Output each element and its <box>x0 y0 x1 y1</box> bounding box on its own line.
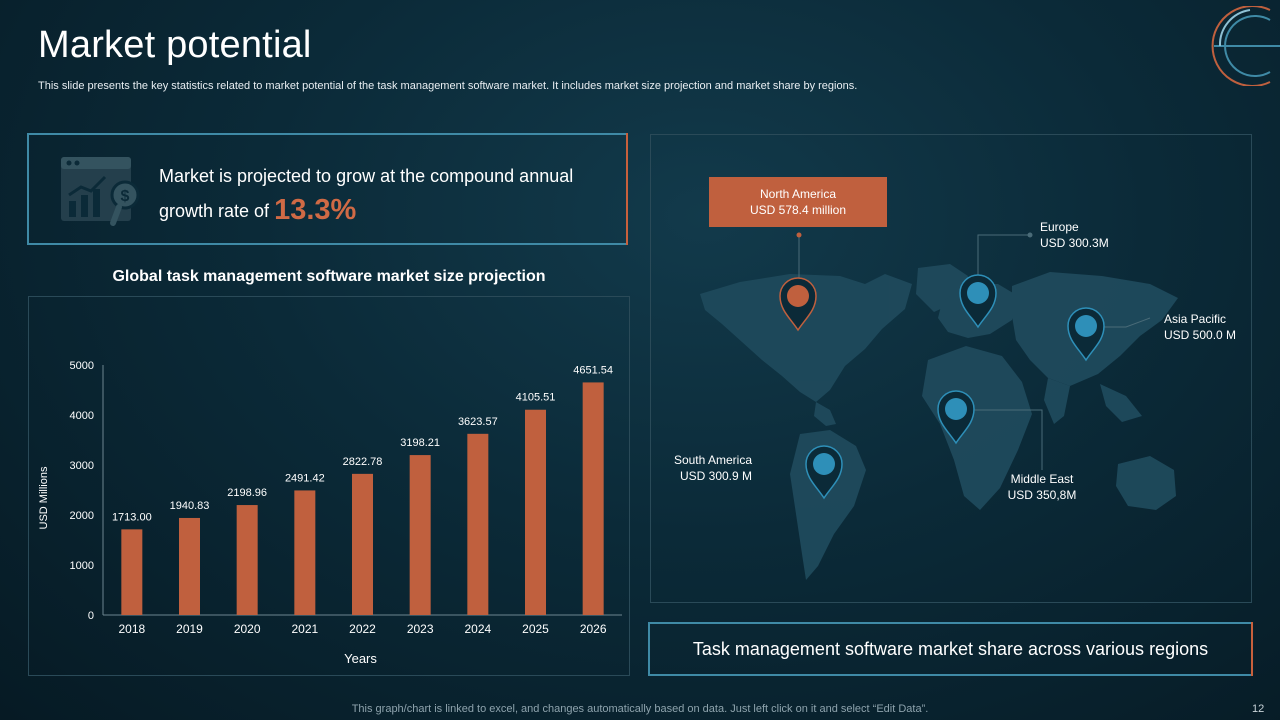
north-america-value: USD 578.4 million <box>749 203 847 217</box>
chart-panel <box>28 296 630 676</box>
x-tick-label: 2019 <box>176 622 203 636</box>
data-label: 2491.42 <box>285 472 325 484</box>
bar <box>294 490 316 615</box>
y-tick-label: 5000 <box>70 360 94 372</box>
bar <box>525 409 546 615</box>
cagr-accent-bar <box>626 133 628 245</box>
bar <box>582 382 604 615</box>
cagr-line-2: growth rate of 13.3% <box>159 193 573 228</box>
north-america-landmass <box>700 274 912 402</box>
data-label: 1713.00 <box>112 511 152 523</box>
world-map <box>700 232 1178 580</box>
middle-east-value: USD 350,8M <box>1007 488 1077 502</box>
x-axis-title: Years <box>344 651 377 666</box>
corner-arc-logo-icon <box>1211 6 1280 86</box>
bar <box>236 505 258 615</box>
bar-chart[interactable]: 0 1000 2000 3000 4000 5000 1713.00 2018 1940.83 2… <box>28 296 630 676</box>
europe-pin-icon <box>959 274 997 329</box>
south-america-value: USD 300.9 M <box>679 469 752 483</box>
svg-text:$: $ <box>121 188 130 205</box>
cagr-line-1: Market is projected to grow at the compo… <box>159 166 574 186</box>
cagr-text: Market is projected to grow at the compo… <box>159 159 573 228</box>
map-panel <box>650 134 1252 603</box>
asia-pacific-label: Asia Pacific USD 500.0 M <box>1164 311 1236 343</box>
x-tick-label: 2024 <box>464 622 491 636</box>
data-label: 3198.21 <box>400 437 440 449</box>
middle-east-pin-icon <box>937 390 975 445</box>
y-tick-label: 1000 <box>70 560 94 572</box>
data-label: 1940.83 <box>170 500 210 512</box>
page-title: Market potential <box>38 24 312 66</box>
cagr-rate-value: 13.3% <box>274 194 357 226</box>
x-tick-label: 2026 <box>580 622 607 636</box>
south-america-label: South America USD 300.9 M <box>652 452 752 484</box>
australia-landmass <box>1116 456 1176 510</box>
growth-chart-dollar-icon: $ <box>61 157 140 226</box>
south-america-pin-icon <box>805 445 843 500</box>
chart-title: Global task management software market s… <box>112 268 546 285</box>
page-subtitle: This slide presents the key statistics r… <box>38 80 858 92</box>
data-label: 2822.78 <box>343 456 383 468</box>
europe-label: Europe USD 300.3M <box>1040 219 1109 251</box>
south-america-name: South America <box>673 453 752 467</box>
data-label: 4105.51 <box>516 392 556 404</box>
data-label: 2198.96 <box>227 487 267 499</box>
share-accent-bar <box>1251 622 1253 676</box>
x-tick-label: 2023 <box>407 622 434 636</box>
bar <box>352 473 373 615</box>
asia-pacific-value: USD 500.0 M <box>1164 328 1237 342</box>
bar <box>409 455 431 615</box>
middle-east-name: Middle East <box>1010 472 1074 486</box>
north-america-name: North America <box>759 187 837 201</box>
bar <box>179 517 200 615</box>
bar <box>467 433 489 615</box>
central-america-landmass <box>814 402 836 426</box>
market-share-caption-text: Task management software market share ac… <box>692 639 1209 659</box>
north-america-callout: North America USD 578.4 million <box>709 177 887 227</box>
data-label: 4651.54 <box>573 364 613 376</box>
x-tick-label: 2025 <box>522 622 549 636</box>
cagr-callout: $ Market is projected to grow at the com… <box>27 133 628 245</box>
middle-east-label: Middle East USD 350,8M <box>1000 471 1084 503</box>
y-tick-label: 3000 <box>70 460 94 472</box>
y-tick-label: 2000 <box>70 510 94 522</box>
market-share-caption: Task management software market share ac… <box>648 622 1253 676</box>
europe-value: USD 300.3M <box>1040 236 1109 250</box>
y-axis-title: USD Millions <box>38 466 50 529</box>
africa-landmass <box>922 346 1032 510</box>
india-landmass <box>1044 378 1070 424</box>
page-number: 12 <box>1252 703 1265 715</box>
x-tick-label: 2018 <box>118 622 145 636</box>
x-tick-label: 2022 <box>349 622 376 636</box>
y-tick-label: 0 <box>88 610 94 622</box>
southeast-asia-landmass <box>1100 384 1142 422</box>
data-label: 3623.57 <box>458 416 498 428</box>
europe-name: Europe <box>1040 220 1079 234</box>
asia-pacific-name: Asia Pacific <box>1164 312 1227 326</box>
footer-note: This graph/chart is linked to excel, and… <box>351 703 929 715</box>
y-tick-label: 4000 <box>70 410 94 422</box>
bar <box>121 529 143 615</box>
cagr-line-2-text: growth rate of <box>159 201 270 221</box>
north-america-pin-icon <box>779 277 817 332</box>
x-tick-label: 2021 <box>291 622 318 636</box>
asia-pacific-pin-icon <box>1067 307 1105 362</box>
x-tick-label: 2020 <box>234 622 261 636</box>
